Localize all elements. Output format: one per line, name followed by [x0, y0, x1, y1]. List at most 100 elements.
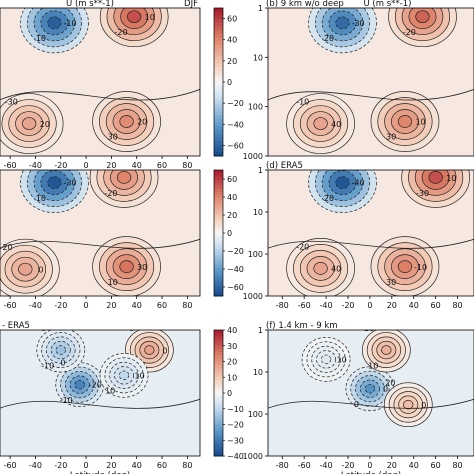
- colorbar-cell: [214, 152, 223, 157]
- contour-label: -10: [414, 263, 427, 272]
- colorbar-cell: [214, 283, 223, 288]
- colorbar-cell: [214, 418, 223, 422]
- x-tick-label: -20: [54, 301, 67, 310]
- colorbar-cell: [214, 411, 223, 416]
- colorbar-cell: [214, 229, 223, 234]
- colorbar-cell: [214, 339, 223, 344]
- contour-label: 30: [137, 263, 147, 272]
- colorbar-cell: [214, 41, 223, 46]
- colorbar-tick-label: −40: [227, 452, 244, 461]
- colorbar-tick-label: 0: [227, 229, 232, 238]
- colorbar-cell: [214, 217, 223, 221]
- colorbar-cell: [214, 85, 223, 90]
- colorbar-cell: [214, 30, 223, 35]
- contour-0-4: [335, 16, 350, 30]
- contour-label: 20: [2, 243, 12, 252]
- y-tick-label: 100: [248, 103, 263, 112]
- colorbar-tick-label: −60: [227, 141, 244, 150]
- colorbar-cell: [214, 396, 223, 400]
- colorbar-cell: [214, 452, 223, 457]
- colorbar-cell: [214, 251, 223, 256]
- colorbar-cell: [214, 130, 223, 135]
- y-tick-label: 1: [258, 4, 263, 13]
- contour-3-4: [119, 115, 134, 128]
- colorbar-cell: [214, 374, 223, 378]
- contour-0-4: [364, 383, 376, 394]
- y-tick-label: 100: [248, 250, 263, 259]
- colorbar-cell: [214, 386, 223, 391]
- axes-frame: [0, 329, 201, 457]
- axes-frame: [0, 169, 201, 297]
- x-tick-label: 60: [157, 301, 167, 310]
- x-tick-label: 40: [132, 301, 142, 310]
- x-tick-label: -60: [4, 161, 17, 170]
- contour-label: 20: [137, 118, 147, 127]
- contour-label: 40: [331, 120, 341, 129]
- contour-label: -20: [104, 189, 117, 198]
- x-tick-label: 80: [182, 161, 192, 170]
- panel-title-center: U (m s**-1): [364, 0, 412, 9]
- x-tick-label: 20: [106, 301, 116, 310]
- zero-contour: [268, 238, 474, 249]
- x-tick-label: 0: [84, 461, 89, 470]
- x-tick-label: 80: [182, 301, 192, 310]
- colorbar-cell: [214, 185, 223, 190]
- contour-2-4: [313, 117, 328, 130]
- colorbar-cell: [214, 333, 223, 337]
- colorbar-cell: [214, 100, 223, 105]
- contour-label: -10: [41, 362, 54, 371]
- colorbar-cell: [214, 188, 223, 193]
- x-axis-label: Latitude (deg): [70, 471, 130, 474]
- x-tick-label: 20: [387, 461, 397, 470]
- contour-label: 10: [145, 13, 155, 22]
- colorbar-cell: [214, 427, 223, 432]
- axes-frame: [267, 329, 474, 457]
- panel-a: -10-20-302010102030-2010-60-40-200204060…: [0, 0, 244, 170]
- contour-label: 20: [324, 194, 334, 203]
- contour-label: -10: [63, 19, 76, 28]
- colorbar-tick-label: 30: [227, 342, 237, 351]
- colorbar-cell: [214, 137, 223, 142]
- colorbar-cell: [214, 433, 223, 438]
- contour-label: 40: [331, 265, 341, 274]
- contour-3-4: [119, 260, 134, 273]
- colorbar-cell: [214, 437, 223, 441]
- colorbar-cell: [214, 74, 223, 79]
- colorbar-cell: [214, 242, 223, 247]
- plot-area: -30-20-101020304030: [268, 8, 474, 156]
- y-tick-label: 1000: [243, 292, 263, 301]
- contour-label: 10: [36, 34, 46, 43]
- colorbar-cell: [214, 195, 223, 199]
- colorbar-cell: [214, 424, 223, 429]
- contour-2-4: [313, 262, 328, 275]
- axes-frame: [267, 169, 474, 297]
- colorbar-cell: [214, 277, 223, 281]
- colorbar-cell: [214, 11, 223, 16]
- x-axis-label: Latitude (deg): [341, 471, 401, 474]
- x-tick-label: -60: [298, 461, 311, 470]
- plot-area: -40-30-20-10203040302010: [268, 170, 474, 296]
- colorbar-tick-label: 60: [227, 175, 237, 184]
- x-tick-label: 60: [431, 301, 441, 310]
- panel-title-left: (d) ERA5: [266, 161, 303, 171]
- contour-label: -10: [296, 98, 309, 107]
- x-tick-label: -80: [276, 301, 289, 310]
- colorbar-cell: [214, 204, 223, 209]
- colorbar-cell: [214, 405, 223, 410]
- colorbar-cell: [214, 258, 223, 262]
- colorbar-cell: [214, 367, 223, 372]
- colorbar-cell: [214, 182, 223, 187]
- colorbar-cell: [214, 286, 223, 291]
- x-tick-label: 40: [132, 161, 142, 170]
- colorbar-cell: [214, 421, 223, 425]
- colorbar-cell: [214, 399, 223, 403]
- contour-label: -20: [296, 242, 309, 251]
- contour-label: 10: [105, 387, 115, 396]
- contour-label: 0: [162, 346, 167, 355]
- colorbar-tick-label: −10: [227, 405, 244, 414]
- x-tick-label: 0: [367, 301, 372, 310]
- contour-label: -20: [31, 0, 44, 5]
- contour-label: 20: [40, 120, 50, 129]
- colorbar-cell: [214, 82, 223, 87]
- colorbar-cell: [214, 352, 223, 356]
